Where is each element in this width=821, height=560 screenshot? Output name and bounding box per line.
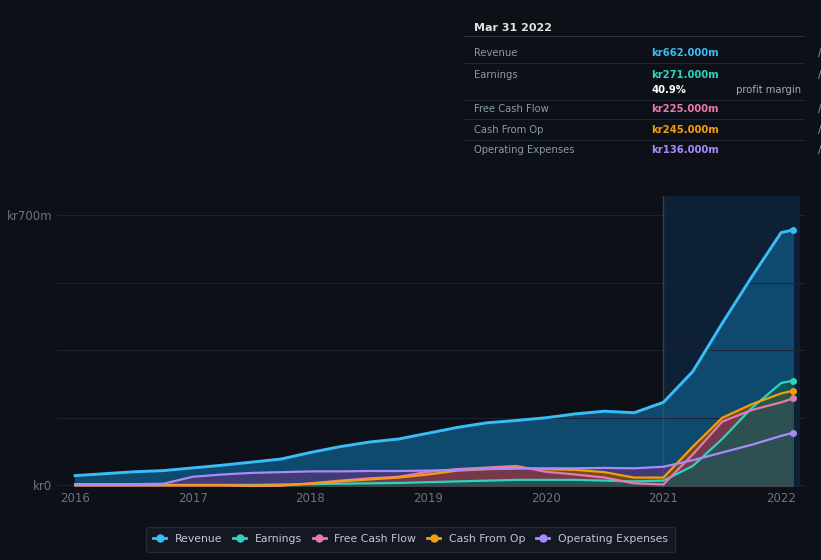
Text: Revenue: Revenue <box>474 48 517 58</box>
Legend: Revenue, Earnings, Free Cash Flow, Cash From Op, Operating Expenses: Revenue, Earnings, Free Cash Flow, Cash … <box>145 526 676 552</box>
Text: /yr: /yr <box>814 70 821 80</box>
Text: /yr: /yr <box>814 145 821 155</box>
Text: Earnings: Earnings <box>474 70 518 80</box>
Text: kr245.000m: kr245.000m <box>651 124 719 134</box>
Text: Mar 31 2022: Mar 31 2022 <box>474 23 552 33</box>
Text: /yr: /yr <box>814 124 821 134</box>
Text: kr136.000m: kr136.000m <box>651 145 719 155</box>
Text: kr662.000m: kr662.000m <box>651 48 719 58</box>
Text: profit margin: profit margin <box>733 85 801 95</box>
Bar <box>663 196 799 487</box>
Text: /yr: /yr <box>814 48 821 58</box>
Text: kr271.000m: kr271.000m <box>651 70 719 80</box>
Text: Operating Expenses: Operating Expenses <box>474 145 575 155</box>
Text: /yr: /yr <box>814 104 821 114</box>
Text: Free Cash Flow: Free Cash Flow <box>474 104 548 114</box>
Text: Cash From Op: Cash From Op <box>474 124 544 134</box>
Text: 40.9%: 40.9% <box>651 85 686 95</box>
Text: kr225.000m: kr225.000m <box>651 104 718 114</box>
